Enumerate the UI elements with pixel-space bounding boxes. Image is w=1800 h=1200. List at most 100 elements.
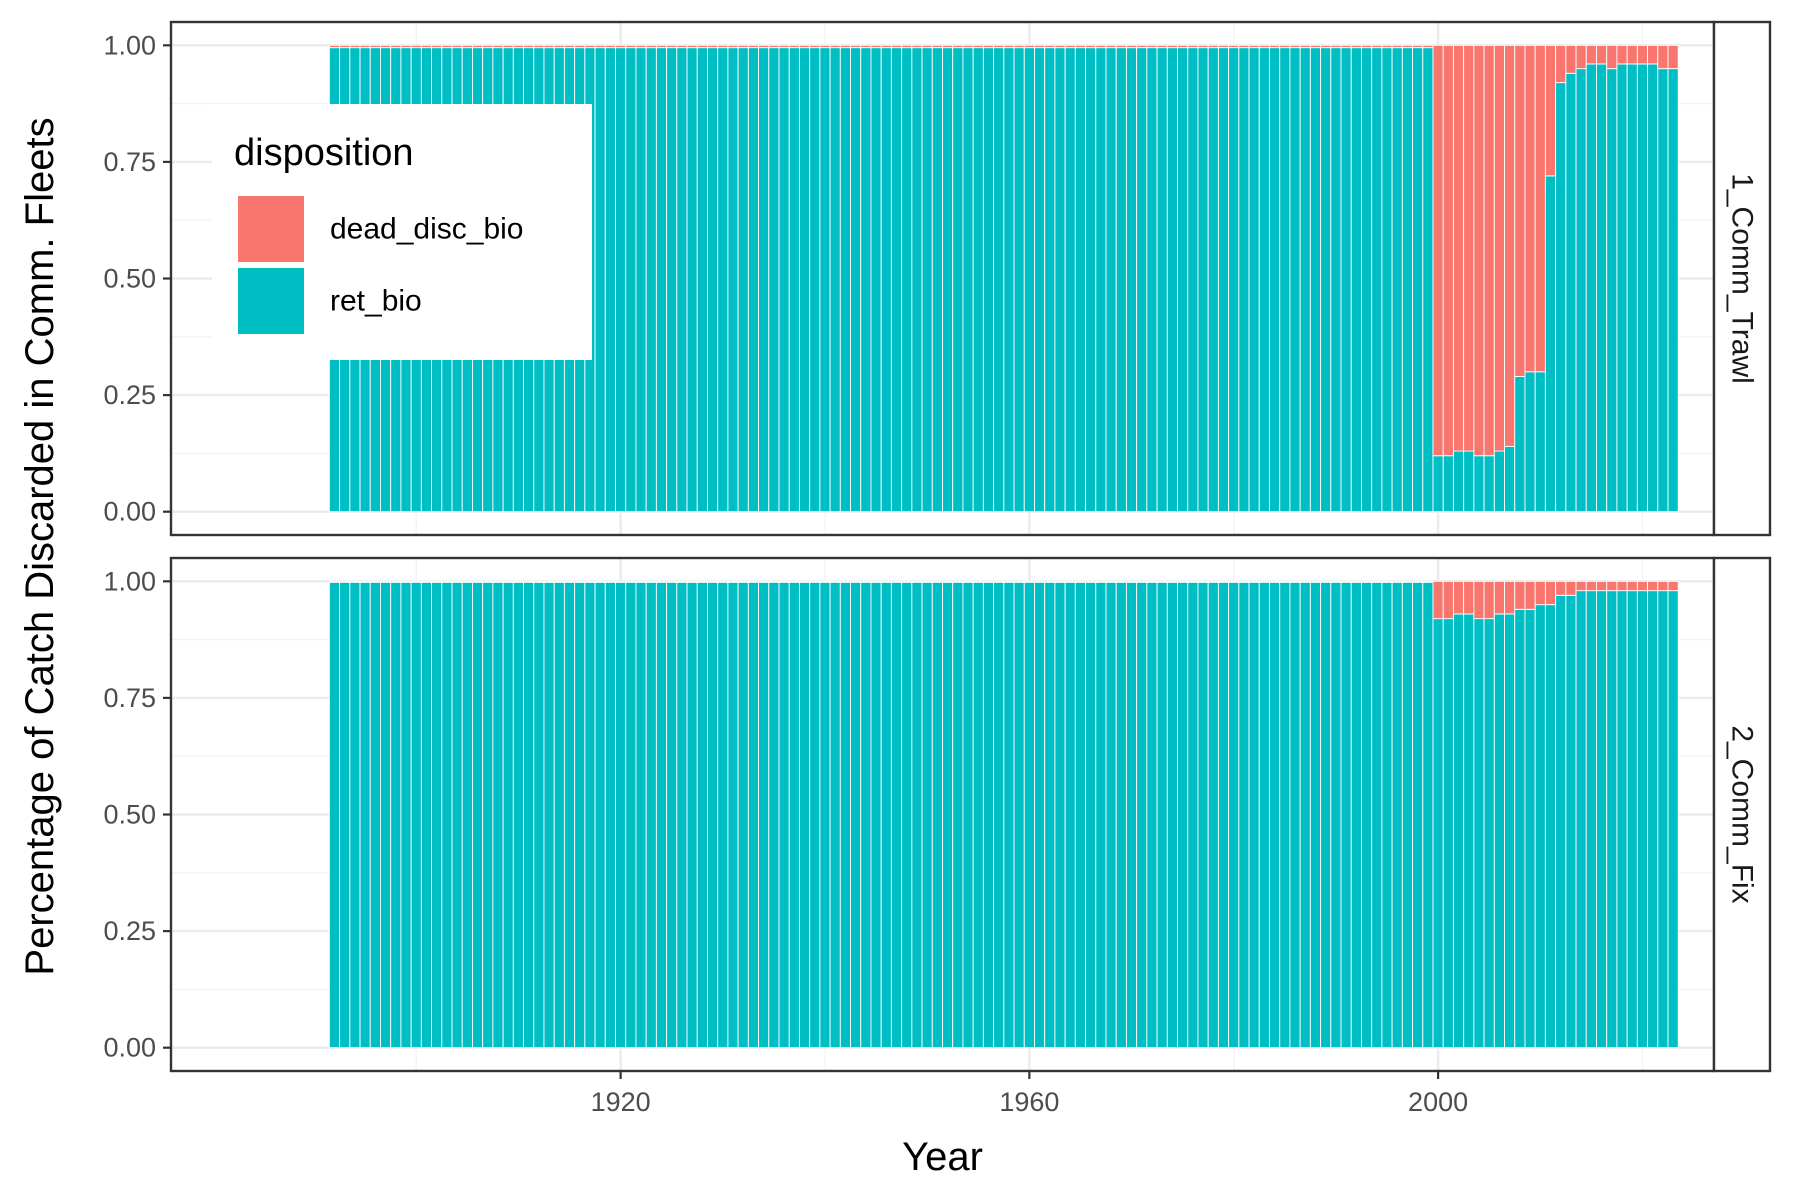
bar-dead-disc-bio-1909 <box>502 44 514 49</box>
bar-dead-disc-bio-1939 <box>809 580 821 583</box>
bar-ret-bio-2009 <box>1524 371 1536 513</box>
bar-ret-bio-1903 <box>441 581 453 1049</box>
y-tick-label: 0.50 <box>103 264 156 294</box>
bar-dead-disc-bio-1974 <box>1166 580 1178 583</box>
bar-dead-disc-bio-1992 <box>1350 580 1362 583</box>
bar-ret-bio-1930 <box>717 581 729 1049</box>
bar-ret-bio-1893 <box>339 581 351 1049</box>
bar-ret-bio-1974 <box>1166 47 1178 513</box>
bar-dead-disc-bio-2021 <box>1647 44 1659 65</box>
bar-dead-disc-bio-1979 <box>1217 44 1230 49</box>
bar-ret-bio-2012 <box>1555 82 1567 513</box>
bar-dead-disc-bio-2010 <box>1534 44 1546 373</box>
bar-dead-disc-bio-1958 <box>1003 580 1015 583</box>
bar-ret-bio-1985 <box>1279 47 1291 513</box>
bar-ret-bio-1996 <box>1391 581 1403 1049</box>
bar-dead-disc-bio-2021 <box>1647 580 1659 592</box>
bar-ret-bio-1964 <box>1064 47 1076 513</box>
bar-ret-bio-1947 <box>890 47 903 513</box>
bar-dead-disc-bio-1911 <box>523 44 535 49</box>
bar-dead-disc-bio-1929 <box>707 580 719 583</box>
y-tick-label: 1.00 <box>103 30 156 60</box>
bar-ret-bio-1963 <box>1054 47 1066 513</box>
bar-ret-bio-1999 <box>1422 47 1434 513</box>
bar-ret-bio-1946 <box>880 47 892 513</box>
bar-ret-bio-1973 <box>1156 581 1168 1049</box>
bar-ret-bio-1958 <box>1003 581 1015 1049</box>
bar-dead-disc-bio-1986 <box>1289 44 1301 49</box>
bar-dead-disc-bio-1999 <box>1422 580 1434 583</box>
x-axis: 1920 1960 2000 <box>591 1071 1468 1117</box>
bar-ret-bio-1952 <box>942 47 954 513</box>
bar-ret-bio-2004 <box>1473 618 1485 1049</box>
bar-dead-disc-bio-1963 <box>1054 44 1066 49</box>
y-tick-label: 0.00 <box>103 1033 156 1063</box>
bar-ret-bio-1941 <box>829 581 841 1049</box>
bar-ret-bio-1954 <box>962 581 974 1049</box>
bar-ret-bio-2017 <box>1606 590 1618 1049</box>
bar-ret-bio-1928 <box>696 47 708 513</box>
bar-ret-bio-1977 <box>1197 47 1209 513</box>
bar-dead-disc-bio-1928 <box>696 580 708 583</box>
bar-dead-disc-bio-1947 <box>890 580 903 583</box>
bar-ret-bio-2013 <box>1565 72 1577 513</box>
bar-ret-bio-2001 <box>1442 618 1454 1049</box>
bar-ret-bio-1946 <box>880 581 892 1049</box>
bar-ret-bio-2023 <box>1667 68 1679 513</box>
bar-dead-disc-bio-2015 <box>1585 44 1597 65</box>
bar-ret-bio-1943 <box>850 581 862 1049</box>
bar-ret-bio-1959 <box>1013 47 1025 513</box>
bar-ret-bio-1948 <box>901 47 913 513</box>
bar-dead-disc-bio-2006 <box>1493 580 1505 615</box>
bar-dead-disc-bio-1945 <box>870 44 882 49</box>
bar-ret-bio-1980 <box>1228 47 1240 513</box>
bar-ret-bio-1911 <box>523 581 535 1049</box>
bar-dead-disc-bio-1941 <box>829 580 841 583</box>
bar-dead-disc-bio-1991 <box>1340 44 1352 49</box>
bar-ret-bio-1926 <box>676 581 688 1049</box>
bar-dead-disc-bio-1912 <box>533 580 545 583</box>
bar-dead-disc-bio-1998 <box>1412 580 1424 583</box>
bar-ret-bio-1989 <box>1320 581 1332 1049</box>
bar-ret-bio-1965 <box>1074 47 1087 513</box>
bar-dead-disc-bio-1965 <box>1074 44 1087 49</box>
bar-ret-bio-1927 <box>686 47 698 513</box>
bar-dead-disc-bio-1925 <box>666 580 678 583</box>
bar-ret-bio-1986 <box>1289 47 1301 513</box>
bar-ret-bio-2013 <box>1565 594 1577 1049</box>
bar-ret-bio-1919 <box>604 47 616 513</box>
bar-dead-disc-bio-1923 <box>645 580 657 583</box>
bar-ret-bio-2011 <box>1544 604 1557 1049</box>
bar-dead-disc-bio-1982 <box>1248 44 1260 49</box>
bar-ret-bio-1939 <box>809 47 821 513</box>
bar-ret-bio-1923 <box>645 581 657 1049</box>
bar-ret-bio-1998 <box>1412 581 1424 1049</box>
bar-ret-bio-1918 <box>594 581 606 1049</box>
bar-dead-disc-bio-2012 <box>1555 44 1567 84</box>
bar-dead-disc-bio-2020 <box>1636 580 1649 592</box>
bar-ret-bio-1935 <box>768 581 780 1049</box>
bar-ret-bio-1980 <box>1228 581 1240 1049</box>
bar-ret-bio-1954 <box>962 47 974 513</box>
bar-ret-bio-2000 <box>1432 455 1444 513</box>
bar-ret-bio-1996 <box>1391 47 1403 513</box>
bar-ret-bio-1959 <box>1013 581 1025 1049</box>
bar-dead-disc-bio-1909 <box>502 580 514 583</box>
bar-dead-disc-bio-1925 <box>666 44 678 49</box>
bar-dead-disc-bio-1988 <box>1309 44 1322 49</box>
bar-dead-disc-bio-1986 <box>1289 580 1301 583</box>
bar-dead-disc-bio-1924 <box>655 44 668 49</box>
bar-dead-disc-bio-1952 <box>942 44 954 49</box>
bar-dead-disc-bio-1923 <box>645 44 657 49</box>
bar-ret-bio-1900 <box>410 581 422 1049</box>
bar-ret-bio-1920 <box>615 47 627 513</box>
bar-dead-disc-bio-1972 <box>1146 44 1158 49</box>
bar-ret-bio-2015 <box>1585 63 1597 513</box>
bar-ret-bio-2021 <box>1647 63 1659 513</box>
bar-ret-bio-2020 <box>1636 590 1649 1049</box>
bar-dead-disc-bio-2014 <box>1575 580 1587 592</box>
bar-dead-disc-bio-1907 <box>482 44 494 49</box>
bar-dead-disc-bio-1967 <box>1095 44 1107 49</box>
x-tick-label: 1920 <box>591 1087 651 1117</box>
bar-dead-disc-bio-1895 <box>359 580 371 583</box>
